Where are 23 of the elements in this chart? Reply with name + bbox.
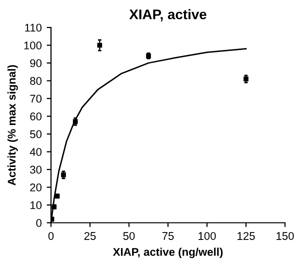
x-tick-label: 25 xyxy=(84,232,96,240)
x-tick-label: 75 xyxy=(162,232,174,240)
x-tick-label: 100 xyxy=(198,232,216,240)
chart-title: XIAP, active xyxy=(129,9,206,22)
x-tick-label: 150 xyxy=(276,232,294,240)
y-tick-label: 0 xyxy=(36,219,42,227)
y-tick-label: 80 xyxy=(30,77,42,85)
y-axis-title: Activity (% max signal) xyxy=(7,65,18,186)
x-axis-title: XIAP, active (ng/well) xyxy=(112,248,223,258)
y-tick-label: 110 xyxy=(25,24,42,32)
x-tick-label: 125 xyxy=(238,232,255,240)
point xyxy=(97,42,102,48)
y-tick-label: 100 xyxy=(24,42,42,50)
y-tick-label: 40 xyxy=(30,148,42,156)
y-tick-label: 60 xyxy=(30,112,42,120)
y-tick-label: 20 xyxy=(30,184,42,192)
x-tick-label: 0 xyxy=(48,232,54,240)
x-tick-label: 50 xyxy=(123,232,135,240)
y-tick-label: 70 xyxy=(30,94,42,103)
y-tick-label: 50 xyxy=(30,130,42,138)
y-tick-label: 90 xyxy=(30,59,42,68)
y-tick-label: 30 xyxy=(30,166,42,174)
y-tick-label: 10 xyxy=(30,201,42,210)
